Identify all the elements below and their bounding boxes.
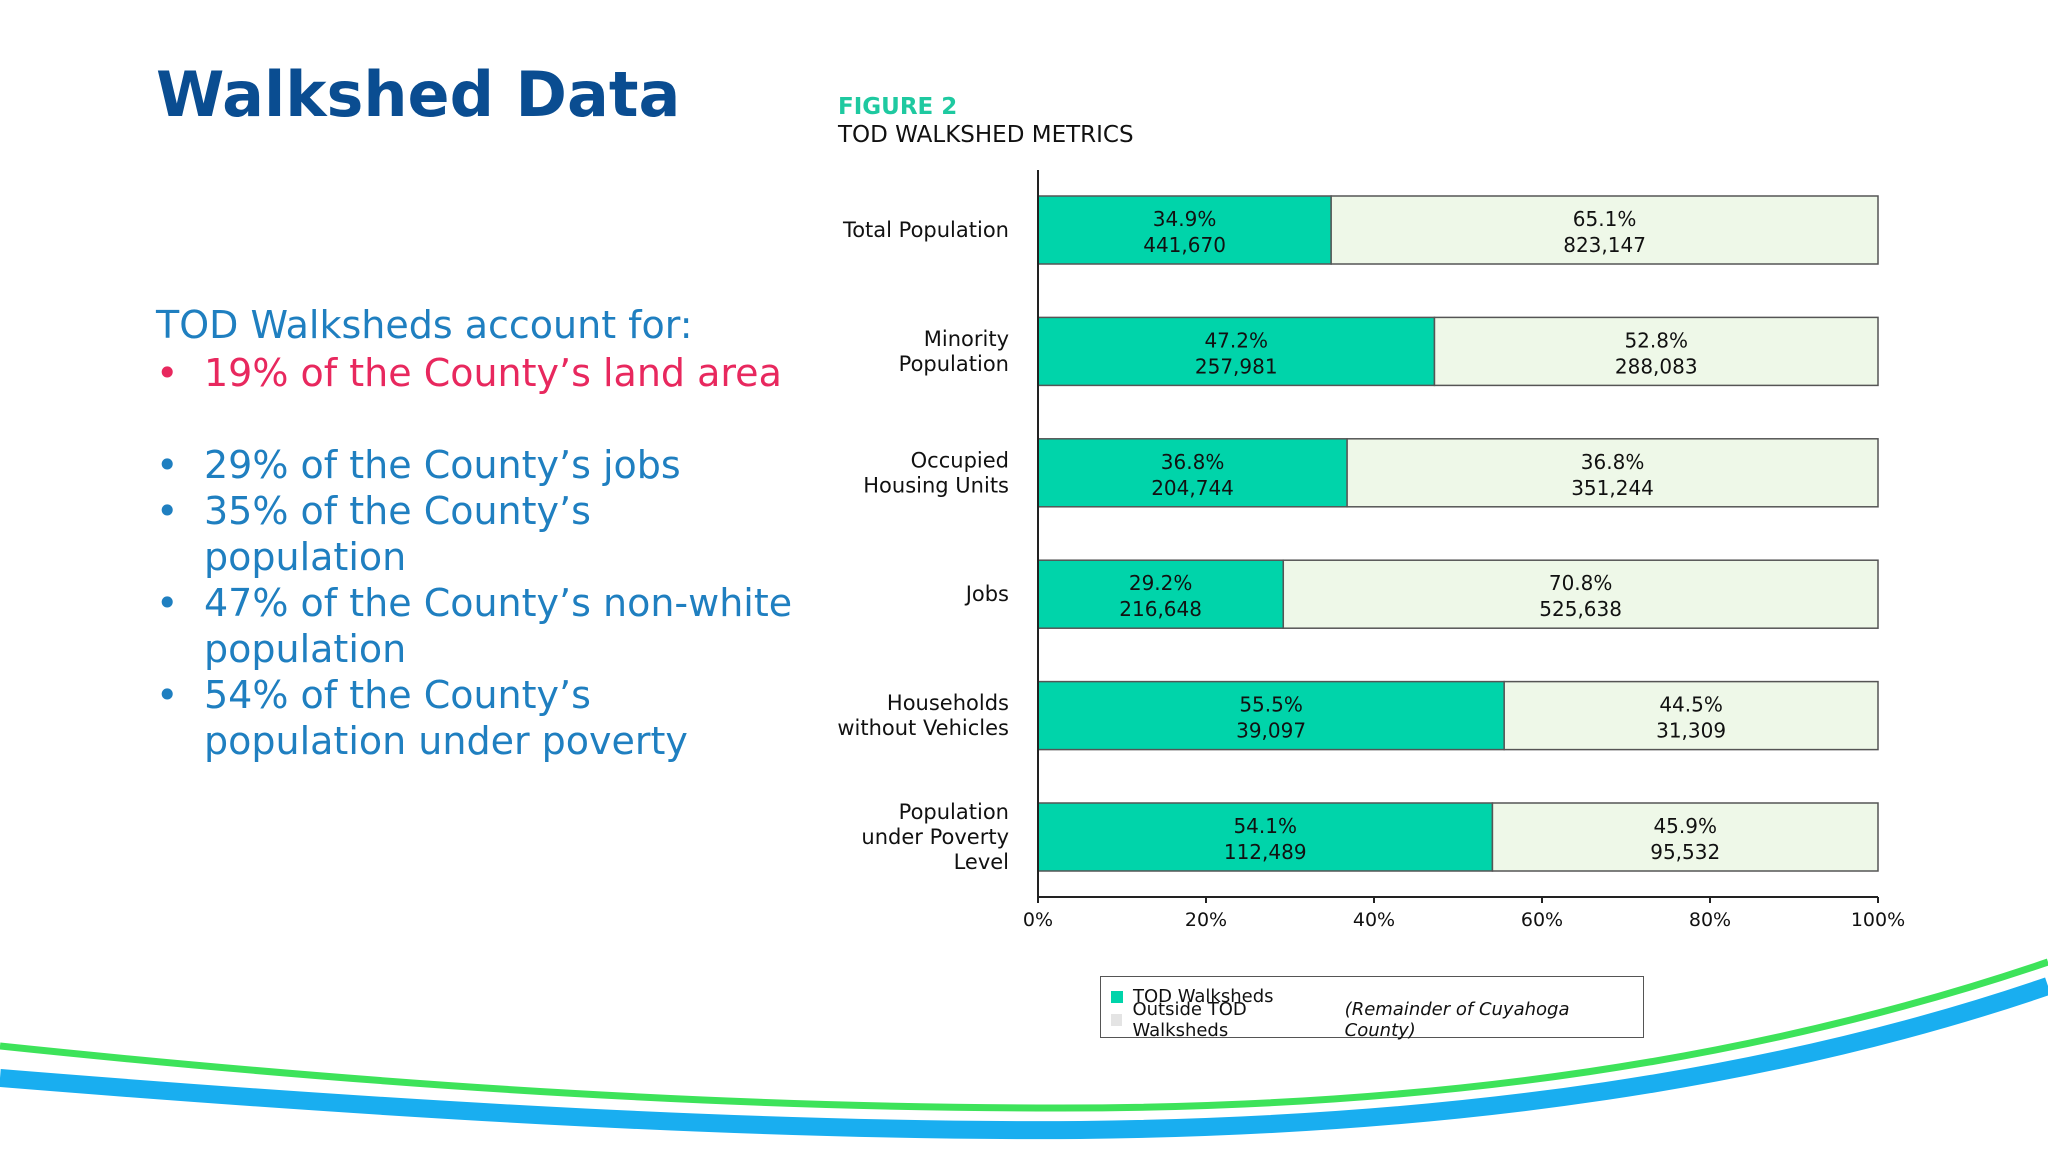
- legend-label-tod: TOD Walksheds: [1133, 986, 1274, 1007]
- bar-percent-label: 34.9%: [1153, 207, 1217, 231]
- bullet-item: • 54% of the County’s population under po…: [156, 672, 796, 764]
- bar-count-label: 823,147: [1563, 233, 1646, 257]
- category-label: under Poverty: [861, 825, 1009, 849]
- bar-count-label: 112,489: [1224, 840, 1307, 864]
- bar-percent-label: 55.5%: [1239, 693, 1303, 717]
- bullet-item: • 19% of the County’s land area: [156, 350, 796, 396]
- x-tick-label: 40%: [1353, 909, 1395, 931]
- bar-percent-label: 65.1%: [1573, 207, 1637, 231]
- x-tick-label: 100%: [1851, 909, 1905, 931]
- x-tick-label: 0%: [1023, 909, 1053, 931]
- bar-percent-label: 36.8%: [1581, 450, 1645, 474]
- bullet-item: • 35% of the County’s population: [156, 488, 796, 580]
- bar-percent-label: 47.2%: [1204, 328, 1268, 352]
- bar-percent-label: 52.8%: [1624, 328, 1688, 352]
- bar-percent-label: 54.1%: [1233, 814, 1297, 838]
- bar-count-label: 95,532: [1650, 840, 1720, 864]
- category-label: without Vehicles: [837, 716, 1009, 740]
- bullet-text: 29% of the County’s jobs: [204, 443, 681, 487]
- x-tick-label: 80%: [1689, 909, 1731, 931]
- chart-title: TOD WALKSHED METRICS: [838, 122, 1134, 148]
- chart-legend: TOD Walksheds Outside TOD Walksheds (Rem…: [1100, 976, 1644, 1041]
- bar-count-label: 216,648: [1119, 597, 1202, 621]
- category-label: Households: [887, 691, 1009, 715]
- green-wave: [0, 958, 2048, 1112]
- bullet-text: 19% of the County’s land area: [204, 351, 782, 395]
- bar-count-label: 204,744: [1151, 476, 1234, 500]
- category-label: Housing Units: [863, 473, 1009, 497]
- bar-outside-segment: [1346, 438, 1879, 508]
- bar-tod-segment: [1037, 316, 1436, 387]
- blue-wave: [0, 977, 2048, 1140]
- bar-tod-segment: [1037, 559, 1285, 629]
- bar-count-label: 525,638: [1539, 597, 1622, 621]
- bullet-dot: •: [156, 581, 179, 625]
- category-label: Jobs: [964, 582, 1009, 606]
- category-label: Total Population: [842, 218, 1009, 242]
- bar-tod-segment: [1037, 438, 1348, 508]
- bar-percent-label: 70.8%: [1549, 571, 1613, 595]
- legend-note-outside: (Remainder of Cuyahoga County): [1344, 998, 1570, 1041]
- category-label: Level: [954, 850, 1009, 874]
- category-label: Minority: [924, 327, 1009, 351]
- page-title: Walkshed Data: [156, 58, 681, 131]
- bar-count-label: 257,981: [1195, 354, 1278, 378]
- bullet-dot: •: [156, 673, 179, 717]
- bullet-text: 47% of the County’s non-white population: [204, 581, 793, 671]
- bar-count-label: 441,670: [1143, 233, 1226, 257]
- bar-percent-label: 29.2%: [1129, 571, 1193, 595]
- legend-item-outside: Outside TOD Walksheds (Remainder of Cuya…: [1111, 999, 1633, 1041]
- bar-count-label: 31,309: [1656, 719, 1726, 743]
- bullet-list: • 19% of the County’s land area • 29% of th…: [156, 350, 796, 764]
- bullet-dot: •: [156, 489, 179, 533]
- x-tick-label: 60%: [1521, 909, 1563, 931]
- bar-count-label: 39,097: [1236, 719, 1306, 743]
- legend-label-outside: Outside TOD Walksheds: [1132, 998, 1247, 1041]
- bar-tod-segment: [1037, 195, 1332, 265]
- bullet-dot: •: [156, 351, 179, 395]
- x-tick-label: 20%: [1185, 909, 1227, 931]
- category-label: Population: [899, 352, 1009, 376]
- bullet-item: • 47% of the County’s non-white populatio…: [156, 580, 796, 672]
- bar-count-label: 288,083: [1615, 354, 1698, 378]
- bullet-text: 54% of the County’s population under pov…: [204, 673, 688, 763]
- bar-tod-segment: [1037, 802, 1494, 872]
- bullet-text: 35% of the County’s population: [204, 489, 591, 579]
- bar-outside-segment: [1330, 195, 1879, 265]
- bar-percent-label: 36.8%: [1161, 450, 1225, 474]
- bar-outside-segment: [1503, 680, 1879, 751]
- legend-swatch-outside: [1111, 1013, 1123, 1026]
- category-label: Occupied: [911, 448, 1009, 472]
- stacked-bar-chart: 34.9%441,670 65.1%823,147 Total Population…: [837, 170, 1905, 931]
- bar-percent-label: 44.5%: [1659, 693, 1723, 717]
- legend-item-tod: TOD Walksheds: [1111, 985, 1633, 1008]
- category-label: Population: [899, 800, 1009, 824]
- bullet-item: • 29% of the County’s jobs: [156, 442, 796, 488]
- bar-count-label: 351,244: [1571, 476, 1654, 500]
- bar-outside-segment: [1282, 559, 1879, 629]
- intro-text: TOD Walksheds account for:: [156, 303, 693, 347]
- legend-swatch-tod: [1111, 990, 1123, 1003]
- bar-outside-segment: [1433, 316, 1879, 387]
- figure-label: FIGURE 2: [838, 94, 958, 120]
- bar-outside-segment: [1491, 802, 1879, 872]
- bar-percent-label: 45.9%: [1653, 814, 1717, 838]
- bullet-dot: •: [156, 443, 179, 487]
